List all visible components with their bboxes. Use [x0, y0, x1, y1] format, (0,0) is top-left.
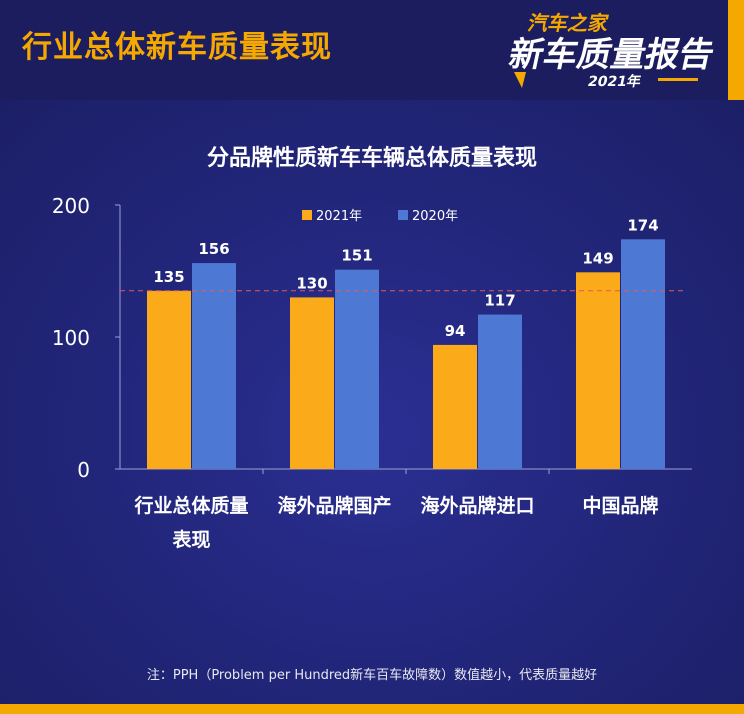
x-category-label: 行业总体质量 [133, 494, 248, 517]
bar-2020 [335, 269, 379, 469]
bar-2020 [478, 314, 522, 469]
bar-value-label: 174 [627, 216, 658, 234]
x-category-label: 中国品牌 [582, 494, 658, 517]
bottom-strip [0, 704, 744, 714]
y-tick-label: 100 [52, 326, 90, 350]
bar-value-label: 135 [153, 268, 184, 286]
accent-strip [728, 0, 744, 100]
bar-2021 [433, 344, 477, 469]
legend-swatch-2020 [398, 210, 408, 220]
bar-2021 [147, 290, 191, 469]
legend-label: 2020年 [412, 209, 458, 224]
bar-value-label: 151 [341, 247, 372, 265]
header-bar [0, 0, 744, 100]
logo-mark-icon [514, 72, 526, 88]
legend-label: 2021年 [316, 209, 362, 224]
bar-value-label: 117 [484, 292, 515, 310]
bar-value-label: 130 [296, 274, 327, 292]
bar-value-label: 156 [198, 240, 229, 258]
page-title: 行业总体新车质量表现 [22, 30, 332, 65]
logo-text-line1: 汽车之家 [526, 11, 612, 35]
x-category-label: 海外品牌进口 [420, 494, 534, 517]
logo-text-year: 2021年 [586, 73, 642, 90]
brand-logo: 汽车之家 新车质量报告 2021年 [508, 11, 718, 90]
bar-value-label: 149 [582, 249, 613, 267]
logo-text-line2: 新车质量报告 [508, 35, 718, 75]
legend-swatch-2021 [302, 210, 312, 220]
footnote: 注：PPH（Problem per Hundred新车百车故障数）数值越小，代表… [146, 668, 598, 683]
bar-2020 [621, 239, 665, 469]
chart-title: 分品牌性质新车车辆总体质量表现 [206, 146, 537, 171]
logo-underline [658, 78, 698, 81]
bar-2020 [192, 263, 236, 469]
bar-2021 [290, 297, 334, 469]
bar-value-label: 94 [445, 322, 466, 340]
y-tick-label: 200 [52, 194, 90, 218]
y-tick-label: 0 [77, 458, 90, 482]
bar-2021 [576, 272, 620, 469]
x-category-label: 表现 [172, 528, 210, 551]
x-category-label: 海外品牌国产 [277, 494, 391, 517]
